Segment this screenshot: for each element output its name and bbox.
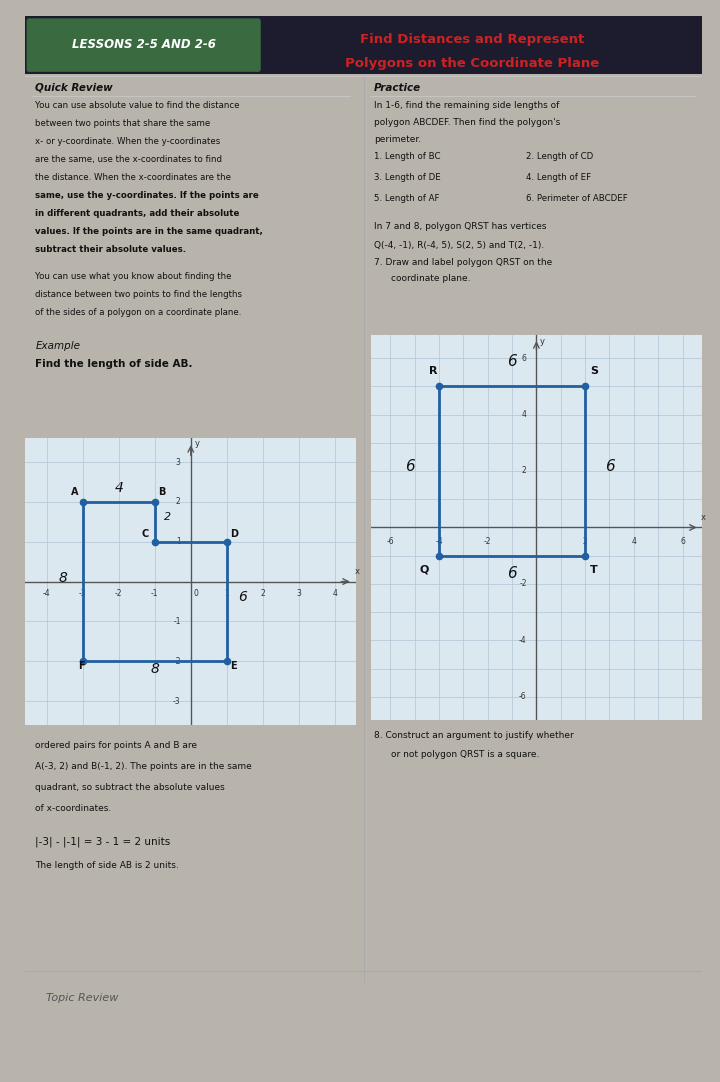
Text: values. If the points are in the same quadrant,: values. If the points are in the same qu… [35, 227, 264, 236]
Text: -3: -3 [173, 697, 181, 705]
Text: perimeter.: perimeter. [374, 134, 421, 144]
Text: The length of side AB is 2 units.: The length of side AB is 2 units. [35, 861, 179, 870]
Text: -2: -2 [484, 538, 492, 546]
Text: In 1-6, find the remaining side lengths of: In 1-6, find the remaining side lengths … [374, 101, 559, 110]
Text: Example: Example [35, 341, 81, 352]
Text: y: y [540, 337, 545, 346]
Text: or not polygon QRST is a square.: or not polygon QRST is a square. [391, 750, 539, 758]
Text: -1: -1 [151, 589, 158, 597]
Text: Polygons on the Coordinate Plane: Polygons on the Coordinate Plane [345, 57, 599, 70]
Text: T: T [590, 565, 598, 575]
Text: 6: 6 [507, 355, 517, 369]
Text: 4: 4 [631, 538, 636, 546]
Text: x- or y-coordinate. When the y-coordinates: x- or y-coordinate. When the y-coordinat… [35, 137, 220, 146]
Text: -4: -4 [435, 538, 443, 546]
Text: 7. Draw and label polygon QRST on the: 7. Draw and label polygon QRST on the [374, 259, 552, 267]
Text: B: B [158, 487, 166, 497]
Text: In 7 and 8, polygon QRST has vertices: In 7 and 8, polygon QRST has vertices [374, 222, 546, 230]
Text: 4: 4 [522, 410, 526, 419]
Text: Q: Q [420, 565, 429, 575]
Text: 6. Perimeter of ABCDEF: 6. Perimeter of ABCDEF [526, 195, 628, 203]
Text: |-3| - |-1| = 3 - 1 = 2 units: |-3| - |-1| = 3 - 1 = 2 units [35, 837, 171, 847]
Text: same, use the y-coordinates. If the points are: same, use the y-coordinates. If the poin… [35, 192, 259, 200]
Text: ordered pairs for points A and B are: ordered pairs for points A and B are [35, 741, 197, 750]
Text: Quick Review: Quick Review [35, 82, 113, 93]
Text: 2: 2 [522, 466, 526, 475]
Text: A(-3, 2) and B(-1, 2). The points are in the same: A(-3, 2) and B(-1, 2). The points are in… [35, 762, 252, 771]
Text: 0: 0 [194, 589, 199, 597]
Text: 8: 8 [58, 570, 68, 584]
Text: D: D [230, 529, 238, 539]
Text: subtract their absolute values.: subtract their absolute values. [35, 246, 186, 254]
Text: Q(-4, -1), R(-4, 5), S(2, 5) and T(2, -1).: Q(-4, -1), R(-4, 5), S(2, 5) and T(2, -1… [374, 240, 544, 250]
Text: 6: 6 [522, 354, 526, 362]
Text: -1: -1 [174, 617, 181, 625]
Text: A: A [71, 487, 78, 497]
Text: 2: 2 [261, 589, 265, 597]
Text: 8. Construct an argument to justify whether: 8. Construct an argument to justify whet… [374, 730, 574, 740]
Text: 4: 4 [114, 481, 123, 494]
Text: coordinate plane.: coordinate plane. [391, 274, 470, 283]
Text: -4: -4 [519, 636, 526, 645]
Text: S: S [590, 366, 598, 375]
Text: 4. Length of EF: 4. Length of EF [526, 173, 591, 183]
Text: y: y [194, 439, 199, 448]
FancyBboxPatch shape [27, 18, 261, 71]
Text: -3: -3 [79, 589, 86, 597]
Text: LESSONS 2-5 AND 2-6: LESSONS 2-5 AND 2-6 [72, 38, 215, 51]
Text: 3: 3 [297, 589, 301, 597]
Text: x: x [355, 567, 359, 577]
Text: -4: -4 [43, 589, 50, 597]
Text: are the same, use the x-coordinates to find: are the same, use the x-coordinates to f… [35, 155, 222, 164]
Text: 5. Length of AF: 5. Length of AF [374, 195, 439, 203]
Text: 1: 1 [176, 538, 181, 546]
Text: 2. Length of CD: 2. Length of CD [526, 153, 593, 161]
Text: -2: -2 [519, 580, 526, 589]
Text: 1. Length of BC: 1. Length of BC [374, 153, 440, 161]
Text: of x-coordinates.: of x-coordinates. [35, 804, 112, 814]
Text: 1: 1 [225, 589, 229, 597]
Text: x: x [701, 514, 706, 523]
Text: 6: 6 [605, 459, 614, 474]
Text: -2: -2 [174, 657, 181, 665]
Text: the distance. When the x-coordinates are the: the distance. When the x-coordinates are… [35, 173, 231, 182]
Text: 3. Length of DE: 3. Length of DE [374, 173, 441, 183]
Text: 6: 6 [405, 459, 415, 474]
Text: E: E [230, 661, 237, 671]
Text: 2: 2 [176, 498, 181, 506]
Text: 3: 3 [176, 458, 181, 466]
Text: 2: 2 [164, 512, 171, 522]
Text: -6: -6 [387, 538, 394, 546]
Text: You can use what you know about finding the: You can use what you know about finding … [35, 272, 232, 281]
Text: Find Distances and Represent: Find Distances and Represent [360, 32, 584, 45]
Text: R: R [429, 366, 438, 375]
Text: Topic Review: Topic Review [45, 992, 118, 1003]
Text: Find the length of side AB.: Find the length of side AB. [35, 359, 193, 369]
Text: -6: -6 [519, 692, 526, 701]
Text: between two points that share the same: between two points that share the same [35, 119, 211, 128]
Text: 2: 2 [582, 538, 588, 546]
Text: polygon ABCDEF. Then find the polygon's: polygon ABCDEF. Then find the polygon's [374, 118, 560, 127]
Text: You can use absolute value to find the distance: You can use absolute value to find the d… [35, 101, 240, 110]
Text: -2: -2 [115, 589, 122, 597]
Text: distance between two points to find the lengths: distance between two points to find the … [35, 290, 243, 299]
Text: 8: 8 [150, 662, 159, 676]
Text: 6: 6 [238, 591, 248, 605]
Text: Practice: Practice [374, 82, 421, 93]
Text: C: C [141, 529, 148, 539]
FancyBboxPatch shape [25, 16, 702, 74]
Text: F: F [78, 661, 85, 671]
Text: in different quadrants, add their absolute: in different quadrants, add their absolu… [35, 209, 240, 219]
Text: 6: 6 [507, 566, 517, 581]
Text: 4: 4 [333, 589, 337, 597]
Text: 6: 6 [680, 538, 685, 546]
Text: quadrant, so subtract the absolute values: quadrant, so subtract the absolute value… [35, 783, 225, 792]
Text: of the sides of a polygon on a coordinate plane.: of the sides of a polygon on a coordinat… [35, 308, 242, 317]
